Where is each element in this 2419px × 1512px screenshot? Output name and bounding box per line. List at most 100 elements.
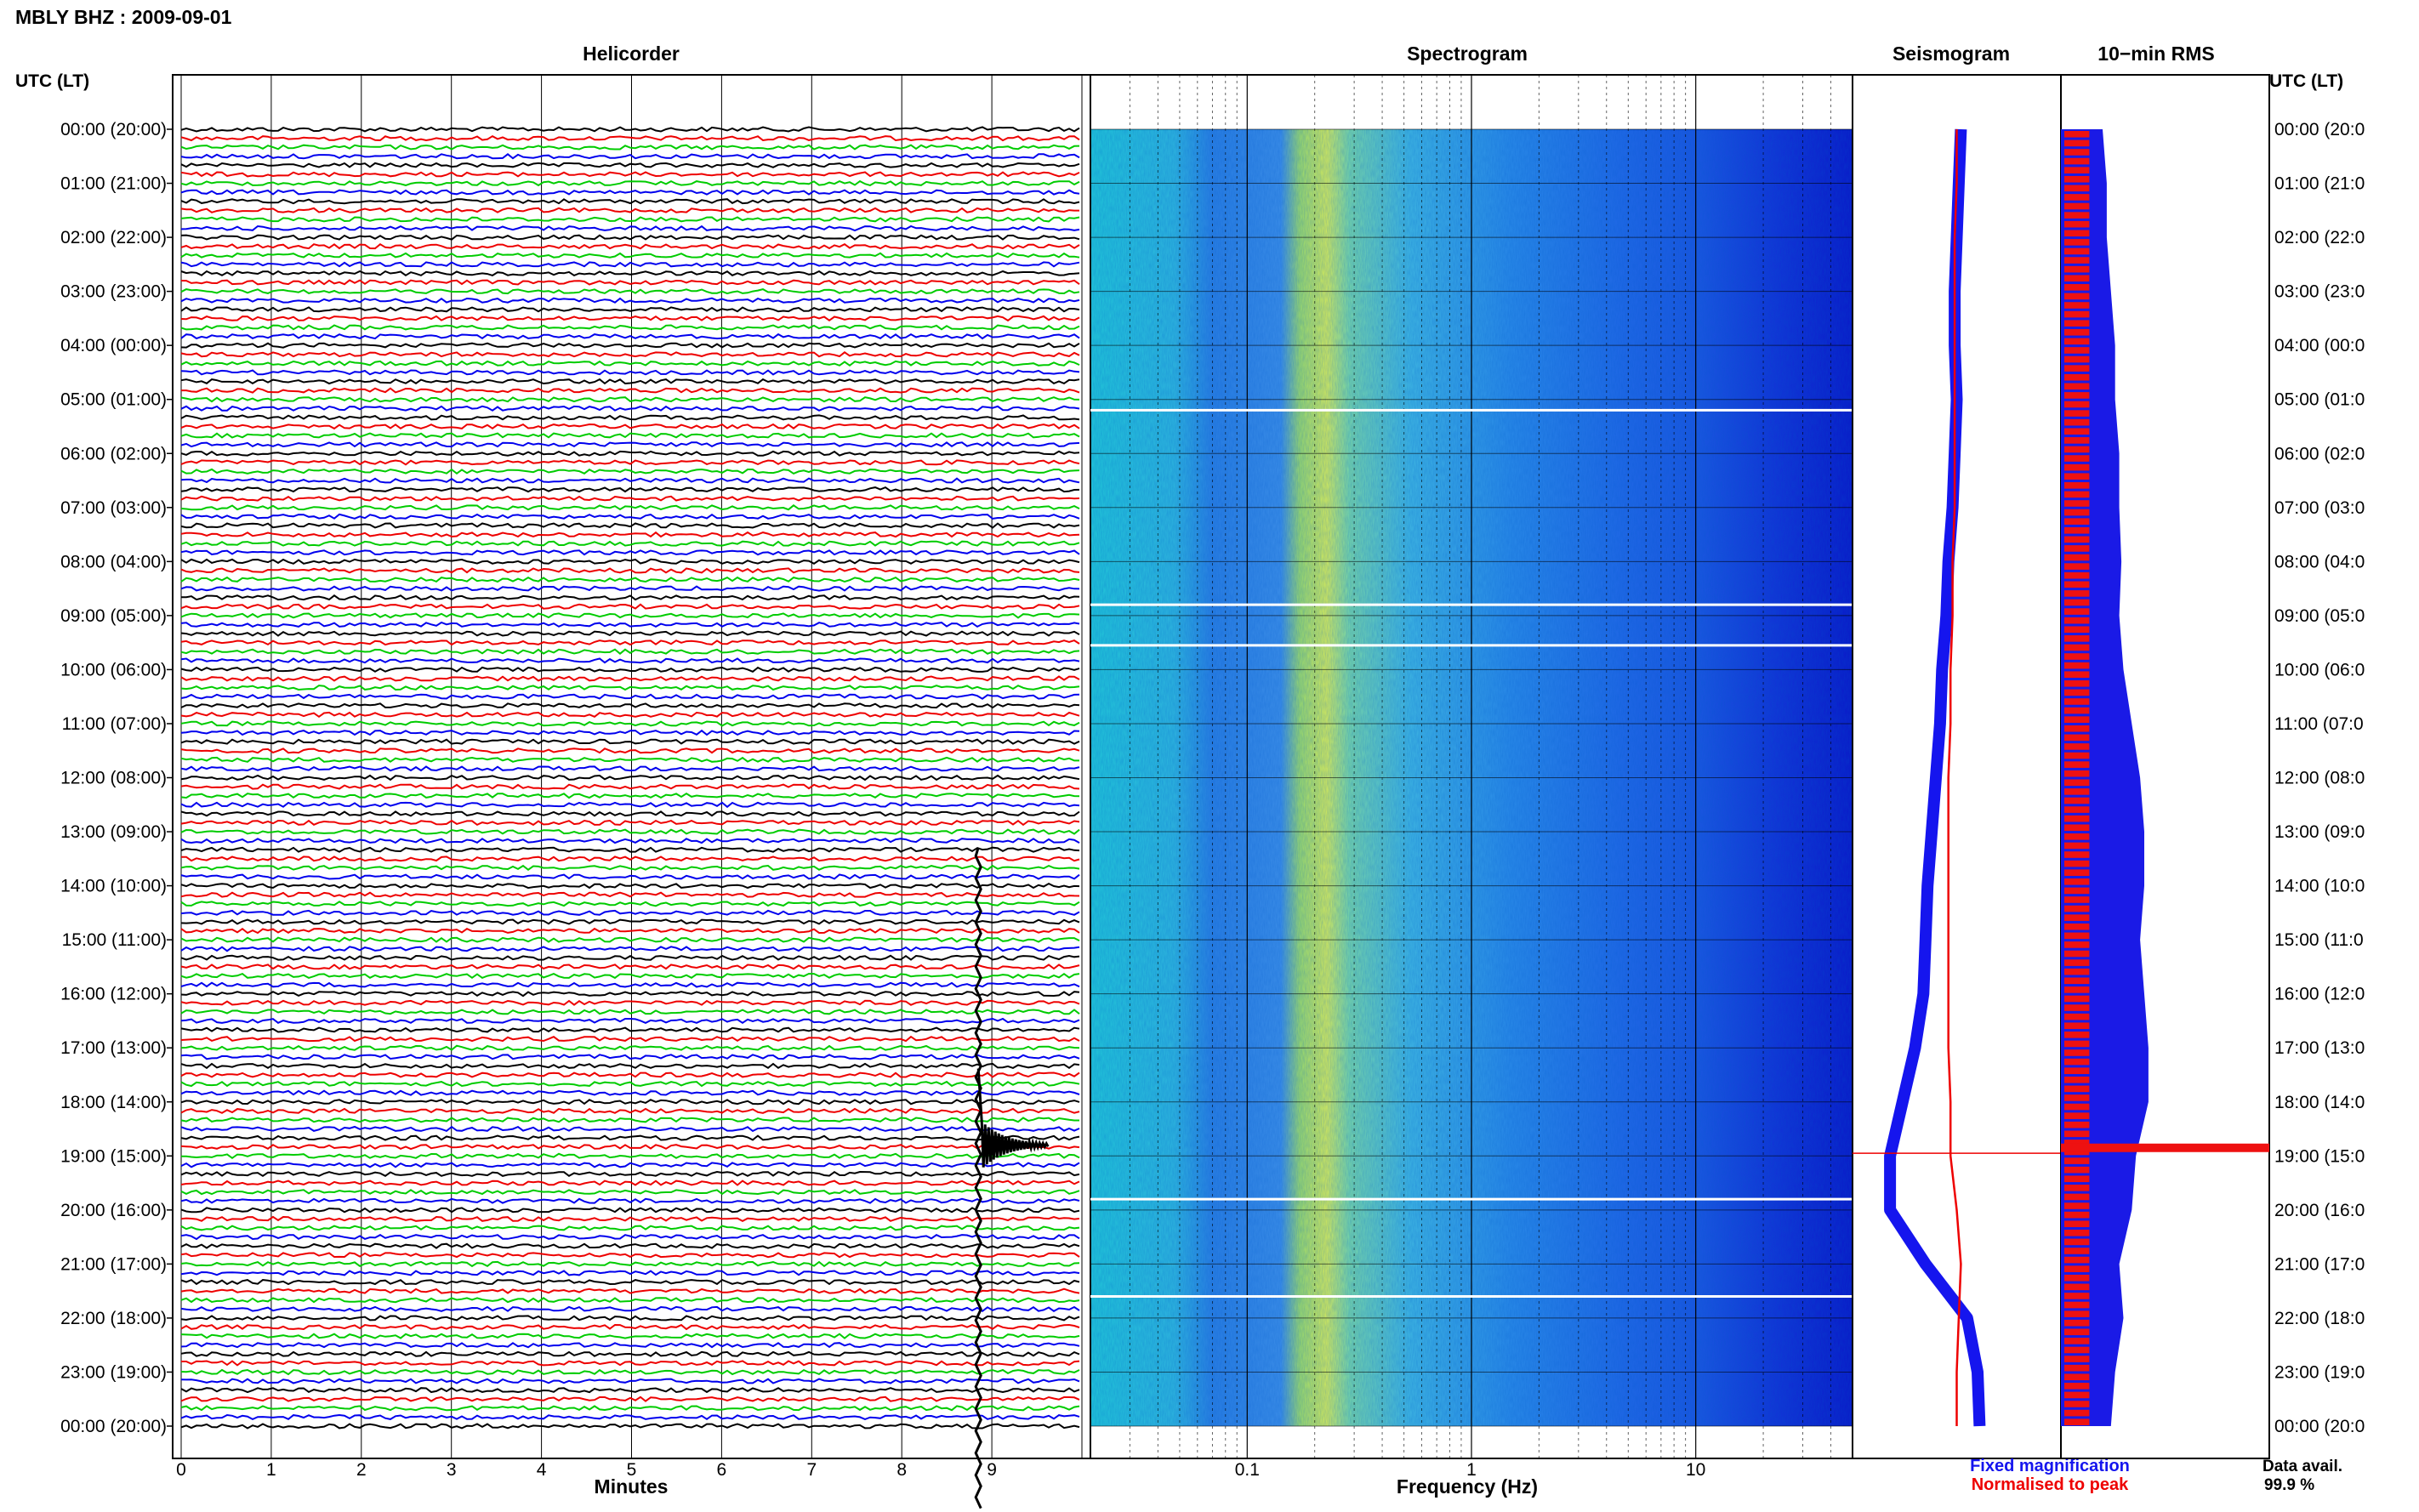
rms-bar — [2064, 833, 2090, 840]
helicorder-x-tick-label: 1 — [266, 1460, 276, 1480]
time-label-left: 03:00 (23:00) — [60, 282, 167, 302]
rms-bar — [2064, 581, 2090, 588]
rms-bar — [2064, 1401, 2090, 1407]
helicorder-trace — [180, 1387, 1080, 1394]
rms-bar — [2064, 950, 2090, 958]
rms-bar — [2064, 220, 2090, 228]
rms-bar — [2064, 509, 2090, 516]
helicorder-trace — [180, 756, 1079, 763]
rms-bar — [2064, 554, 2090, 561]
time-label-right: 23:00 (19:0 — [2274, 1362, 2365, 1382]
time-label-right: 03:00 (23:0 — [2274, 282, 2365, 302]
spectrogram-panel: 0.1 1 10 Frequency (Hz) — [1090, 74, 1853, 1498]
rms-bar — [2064, 932, 2090, 940]
helicorder-trace — [180, 378, 1080, 385]
helicorder-title: Helicorder — [583, 43, 680, 65]
rms-bar — [2064, 491, 2090, 498]
helicorder-trace — [180, 1395, 1080, 1402]
rms-bar — [2064, 707, 2090, 714]
rms-bar — [2064, 1094, 2090, 1101]
rms-bar — [2064, 1238, 2090, 1246]
time-label-left: 01:00 (21:00) — [60, 174, 167, 194]
rms-bar — [2064, 1013, 2090, 1020]
utc-header-left: UTC (LT) — [15, 71, 89, 91]
rms-envelope — [2061, 129, 2149, 1426]
helicorder-trace — [180, 909, 1080, 916]
time-label-left: 16:00 (12:00) — [60, 985, 167, 1004]
rms-bar — [2064, 373, 2090, 381]
rms-bar — [2064, 968, 2090, 975]
rms-bar — [2064, 410, 2090, 417]
helicorder-trace — [180, 1125, 1080, 1133]
rms-bar — [2064, 437, 2090, 444]
helicorder-trace — [180, 711, 1080, 719]
helicorder-trace — [180, 1044, 1080, 1051]
helicorder-trace — [180, 225, 1080, 232]
rms-bar — [2064, 797, 2090, 804]
helicorder-trace — [180, 991, 1080, 998]
rms-bar — [2064, 455, 2090, 462]
time-label-right: 13:00 (09:0 — [2274, 822, 2365, 842]
helicorder-trace — [180, 838, 1080, 844]
helicorder-trace — [180, 1207, 1080, 1214]
seismogram-normalised-trace — [1947, 129, 1962, 1426]
helicorder-trace — [180, 153, 1080, 160]
time-label-left: 22:00 (18:00) — [60, 1309, 167, 1328]
helicorder-trace — [180, 1305, 1080, 1313]
rms-bar — [2064, 239, 2090, 246]
rms-bar — [2064, 418, 2090, 426]
helicorder-trace — [180, 1134, 1080, 1141]
rms-bar — [2064, 293, 2090, 300]
helicorder-trace — [180, 1054, 1080, 1060]
helicorder-trace — [180, 306, 1080, 313]
helicorder-trace — [180, 126, 1080, 133]
time-labels-right: 00:00 (20:0 01:00 (21:0 02:00 (22:0 03:00 (… — [2274, 120, 2365, 1436]
rms-bar — [2064, 328, 2090, 336]
helicorder-x-tick-label: 5 — [627, 1460, 637, 1480]
spectrogram-x-tick-label: 1 — [1466, 1460, 1477, 1480]
rms-bar — [2064, 788, 2090, 795]
time-label-left: 00:00 (20:00) — [60, 1417, 167, 1436]
helicorder-trace — [180, 513, 1080, 520]
rms-bar — [2064, 338, 2090, 345]
time-label-right: 08:00 (04:0 — [2274, 552, 2365, 571]
rms-bar — [2064, 1049, 2090, 1056]
rms-bar — [2064, 139, 2090, 147]
helicorder-trace — [180, 522, 1080, 529]
time-label-right: 02:00 (22:0 — [2274, 228, 2365, 247]
helicorder-trace — [180, 774, 1080, 782]
rms-bar — [2064, 365, 2090, 372]
helicorder-trace — [180, 594, 1080, 601]
rms-bar — [2064, 995, 2090, 1003]
time-label-left: 15:00 (11:00) — [62, 930, 167, 950]
time-label-left: 23:00 (19:00) — [60, 1362, 167, 1382]
rms-bar — [2064, 383, 2090, 390]
rms-bar — [2064, 284, 2090, 291]
rms-bar — [2064, 1058, 2090, 1066]
helicorder-x-tick-label: 0 — [176, 1460, 186, 1480]
helicorder-trace — [180, 567, 1080, 574]
helicorder-trace — [180, 495, 1080, 502]
helicorder-trace — [180, 685, 1080, 691]
helicorder-trace — [180, 558, 1080, 565]
data-avail-label: Data avail. — [2262, 1458, 2342, 1475]
rms-bar — [2064, 463, 2090, 471]
time-label-right: 10:00 (06:0 — [2274, 660, 2365, 679]
time-label-right: 14:00 (10:0 — [2274, 877, 2365, 896]
time-label-right: 05:00 (01:0 — [2274, 390, 2365, 410]
rms-bar — [2064, 473, 2090, 480]
rms-bar — [2064, 1193, 2090, 1201]
seismogram-panel: Fixed magnification Normalised to peak — [1852, 74, 2130, 1494]
helicorder-trace — [180, 576, 1080, 583]
helicorder-trace — [180, 531, 1080, 538]
legend-normalised: Normalised to peak — [1972, 1475, 2129, 1494]
rms-bar — [2064, 212, 2090, 219]
rms-bar — [2064, 914, 2090, 921]
rms-bar — [2064, 1157, 2090, 1164]
rms-bar — [2064, 1103, 2090, 1111]
helicorder-trace — [180, 270, 1080, 277]
rms-title: 10−min RMS — [2097, 43, 2214, 65]
helicorder-trace — [180, 793, 1080, 799]
helicorder-trace — [180, 1189, 1080, 1196]
rms-bar — [2064, 1328, 2090, 1336]
